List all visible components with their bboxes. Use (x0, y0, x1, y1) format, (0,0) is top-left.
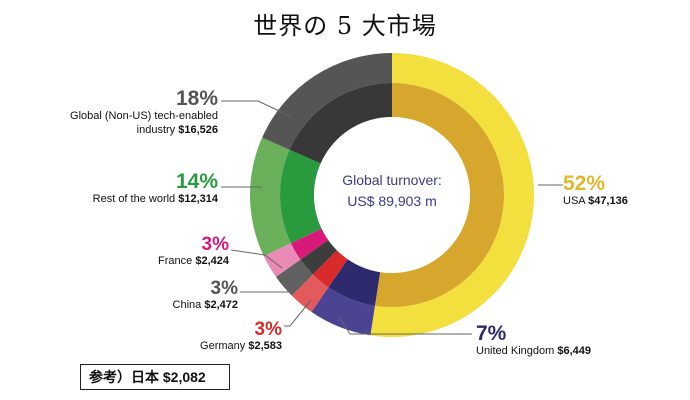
slice-percent-label-5: 14% (176, 170, 218, 193)
slice-inner-5 (280, 149, 322, 244)
slice-name-label-1: United Kingdom $6,449 (476, 345, 591, 357)
slice-name-label-4: France $2,424 (158, 255, 230, 267)
center-label-line2: US$ 89,903 m (347, 193, 437, 209)
slice-inner-0 (374, 83, 504, 307)
slice-inner-6 (289, 83, 392, 164)
slice-percent-label-1: 7% (476, 322, 507, 345)
leader-line-4 (230, 249, 283, 269)
slice-inner-2 (312, 250, 348, 288)
slice-name-label-2: Germany $2,583 (200, 340, 282, 352)
slice-percent-label-3: 3% (211, 278, 239, 299)
center-label-line1: Global turnover: (342, 172, 442, 188)
slice-outer-4 (263, 243, 301, 277)
slice-outer-2 (291, 274, 329, 312)
slice-name-label-0: USA $47,136 (563, 195, 628, 207)
slice-inner-4 (290, 228, 329, 260)
slice-percent-label-6: 18% (176, 87, 218, 110)
slice-inner-1 (328, 259, 381, 306)
donut-hole (314, 117, 470, 273)
slice-percent-label-4: 3% (202, 234, 230, 255)
slice-percent-label-0: 52% (563, 172, 605, 195)
slice-name-label-5: Rest of the world $12,314 (93, 193, 219, 205)
slice-inner-3 (300, 239, 337, 275)
japan-note-box: 参考）日本 $2,082 (80, 364, 230, 390)
leader-line-1 (339, 317, 472, 335)
leader-line-2 (284, 299, 312, 327)
slice-outer-0 (370, 53, 535, 337)
slice-outer-6 (262, 53, 392, 150)
leader-line-3 (240, 279, 303, 293)
chart-title: 世界の 5 大市場 (253, 12, 437, 40)
slice-name-label-3: China $2,472 (173, 299, 238, 311)
slice-percent-label-2: 3% (255, 319, 283, 340)
leader-line-6 (221, 100, 291, 117)
slice-outer-3 (275, 259, 313, 296)
slice-outer-5 (249, 137, 291, 257)
slice-name-label-6: Global (Non-US) tech-enabled industry $16… (70, 110, 218, 136)
slice-outer-1 (311, 287, 375, 336)
